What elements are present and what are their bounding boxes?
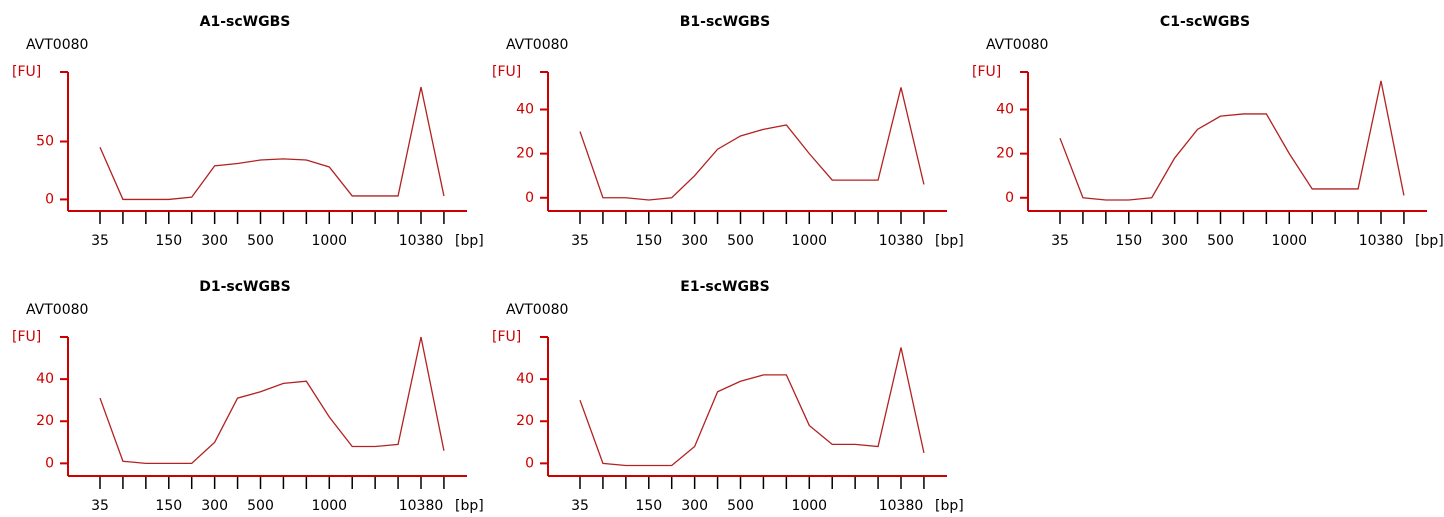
y-axis-label: [FU]	[972, 64, 1001, 80]
trace	[579, 87, 925, 201]
x-axis-label: [bp]	[1415, 233, 1444, 249]
chart-title: A1-scWGBS	[200, 14, 291, 30]
y-tick-label: 20	[516, 146, 534, 162]
y-axis-label: [FU]	[12, 329, 41, 345]
chart-title: C1-scWGBS	[1160, 14, 1250, 30]
x-axis-label: [bp]	[935, 498, 964, 514]
x-tick-label: 150	[635, 498, 662, 514]
y-axis-label: [FU]	[492, 64, 521, 80]
x-tick-label: 300	[201, 498, 228, 514]
x-tick-label: 150	[1115, 233, 1142, 249]
x-tick-label: 500	[247, 233, 274, 249]
y-tick-label: 40	[516, 371, 534, 387]
sample-label: AVT0080	[506, 302, 568, 318]
x-tick-label: 150	[635, 233, 662, 249]
sample-label: AVT0080	[986, 37, 1048, 53]
x-axis-label: [bp]	[455, 233, 484, 249]
x-tick-label: 500	[247, 498, 274, 514]
x-tick-label: 1000	[311, 233, 347, 249]
x-tick-label: 35	[1051, 233, 1069, 249]
x-tick-label: 300	[201, 233, 228, 249]
x-tick-label: 35	[91, 498, 109, 514]
y-tick-label: 0	[1005, 190, 1014, 206]
chart-title: D1-scWGBS	[199, 279, 291, 295]
panel: D1-scWGBS AVT0080 [FU] 0 20 40 35 150 300 500 1000…	[12, 279, 484, 514]
panel: E1-scWGBS AVT0080 [FU] 0 20 40 35 150 300 500 1000…	[492, 279, 964, 514]
x-tick-label: 35	[91, 233, 109, 249]
x-tick-label: 1000	[311, 498, 347, 514]
x-tick-label: 300	[1161, 233, 1188, 249]
x-tick-label: 1000	[791, 233, 827, 249]
x-tick-label: 300	[681, 498, 708, 514]
x-tick-label: 500	[727, 498, 754, 514]
y-axis-label: [FU]	[12, 64, 41, 80]
x-tick-label: 10380	[879, 233, 924, 249]
x-tick-label: 150	[155, 498, 182, 514]
y-tick-label: 20	[516, 413, 534, 429]
y-tick-label: 0	[525, 190, 534, 206]
panel: C1-scWGBS AVT0080 [FU] 0 20 40 35 150 300 500 1000…	[972, 14, 1444, 249]
trace	[99, 86, 445, 201]
chart-title: B1-scWGBS	[680, 14, 771, 30]
y-tick-label: 20	[996, 146, 1014, 162]
x-axis-label: [bp]	[935, 233, 964, 249]
y-tick-label: 0	[45, 191, 54, 207]
chart-title: E1-scWGBS	[680, 279, 769, 295]
x-tick-label: 10380	[879, 498, 924, 514]
y-tick-label: 20	[36, 413, 54, 429]
sample-label: AVT0080	[26, 302, 88, 318]
trace	[579, 347, 925, 467]
x-tick-label: 300	[681, 233, 708, 249]
x-tick-label: 10380	[399, 233, 444, 249]
trace	[1059, 80, 1405, 201]
x-tick-label: 150	[155, 233, 182, 249]
x-tick-label: 500	[727, 233, 754, 249]
y-tick-label: 50	[36, 134, 54, 150]
x-tick-label: 500	[1207, 233, 1234, 249]
trace	[99, 336, 445, 465]
y-axis-label: [FU]	[492, 329, 521, 345]
x-tick-label: 10380	[1359, 233, 1404, 249]
sample-label: AVT0080	[506, 37, 568, 53]
x-axis-label: [bp]	[455, 498, 484, 514]
x-tick-label: 1000	[1271, 233, 1307, 249]
y-tick-label: 40	[516, 102, 534, 118]
y-tick-label: 40	[996, 102, 1014, 118]
panel: A1-scWGBS AVT0080 [FU] 0 50 35 150 300 500 1000 10…	[12, 14, 484, 249]
y-tick-label: 40	[36, 371, 54, 387]
y-tick-label: 0	[525, 455, 534, 471]
sample-label: AVT0080	[26, 37, 88, 53]
panel: B1-scWGBS AVT0080 [FU] 0 20 40 35 150 300 500 1000…	[492, 14, 964, 249]
x-tick-label: 1000	[791, 498, 827, 514]
x-tick-label: 10380	[399, 498, 444, 514]
y-tick-label: 0	[45, 455, 54, 471]
x-tick-label: 35	[571, 233, 589, 249]
x-tick-label: 35	[571, 498, 589, 514]
